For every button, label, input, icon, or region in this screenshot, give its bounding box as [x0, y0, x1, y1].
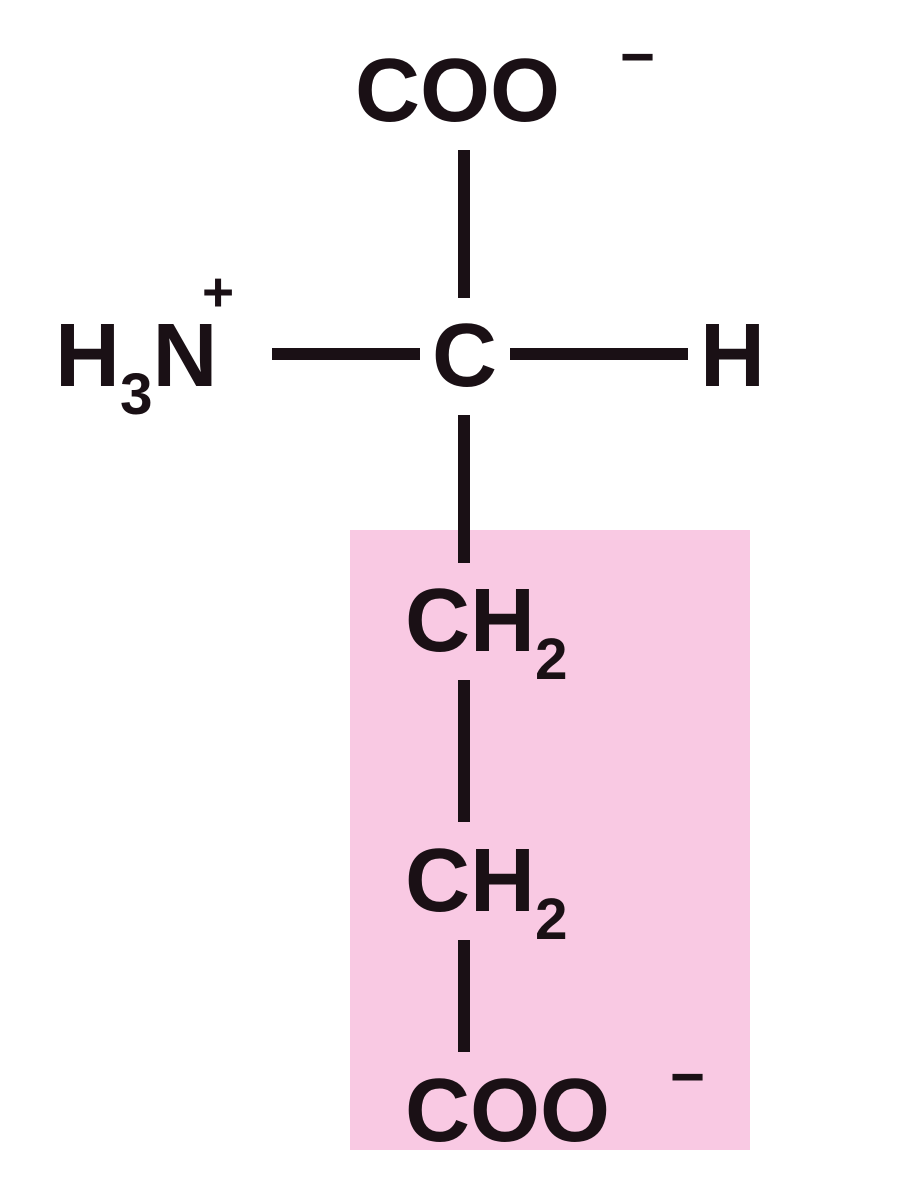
carboxylate-top-charge: −: [620, 22, 655, 91]
ch2-group-1: CH2: [405, 570, 568, 684]
ch2-2-ch: CH: [405, 831, 535, 931]
carboxylate-bottom: COO: [405, 1060, 610, 1163]
alpha-carbon: C: [432, 305, 497, 408]
bond-ch2-2-to-coo: [458, 940, 470, 1052]
bond-coo-top-to-c: [458, 150, 470, 298]
bond-n-to-c: [272, 348, 420, 360]
alpha-hydrogen: H: [700, 305, 765, 408]
amino-group: H3N: [55, 305, 218, 419]
amino-h: H: [55, 306, 120, 406]
amino-plus-charge: +: [202, 260, 234, 324]
bond-c-to-ch2-1: [458, 415, 470, 563]
carboxylate-bottom-charge: −: [670, 1042, 705, 1111]
bond-c-to-h: [510, 348, 688, 360]
ch2-group-2: CH2: [405, 830, 568, 944]
amino-sub3: 3: [120, 362, 153, 427]
ch2-1-ch: CH: [405, 571, 535, 671]
bond-ch2-1-to-ch2-2: [458, 680, 470, 822]
ch2-2-sub: 2: [535, 887, 568, 952]
carboxylate-top: COO: [355, 40, 560, 143]
ch2-1-sub: 2: [535, 627, 568, 692]
